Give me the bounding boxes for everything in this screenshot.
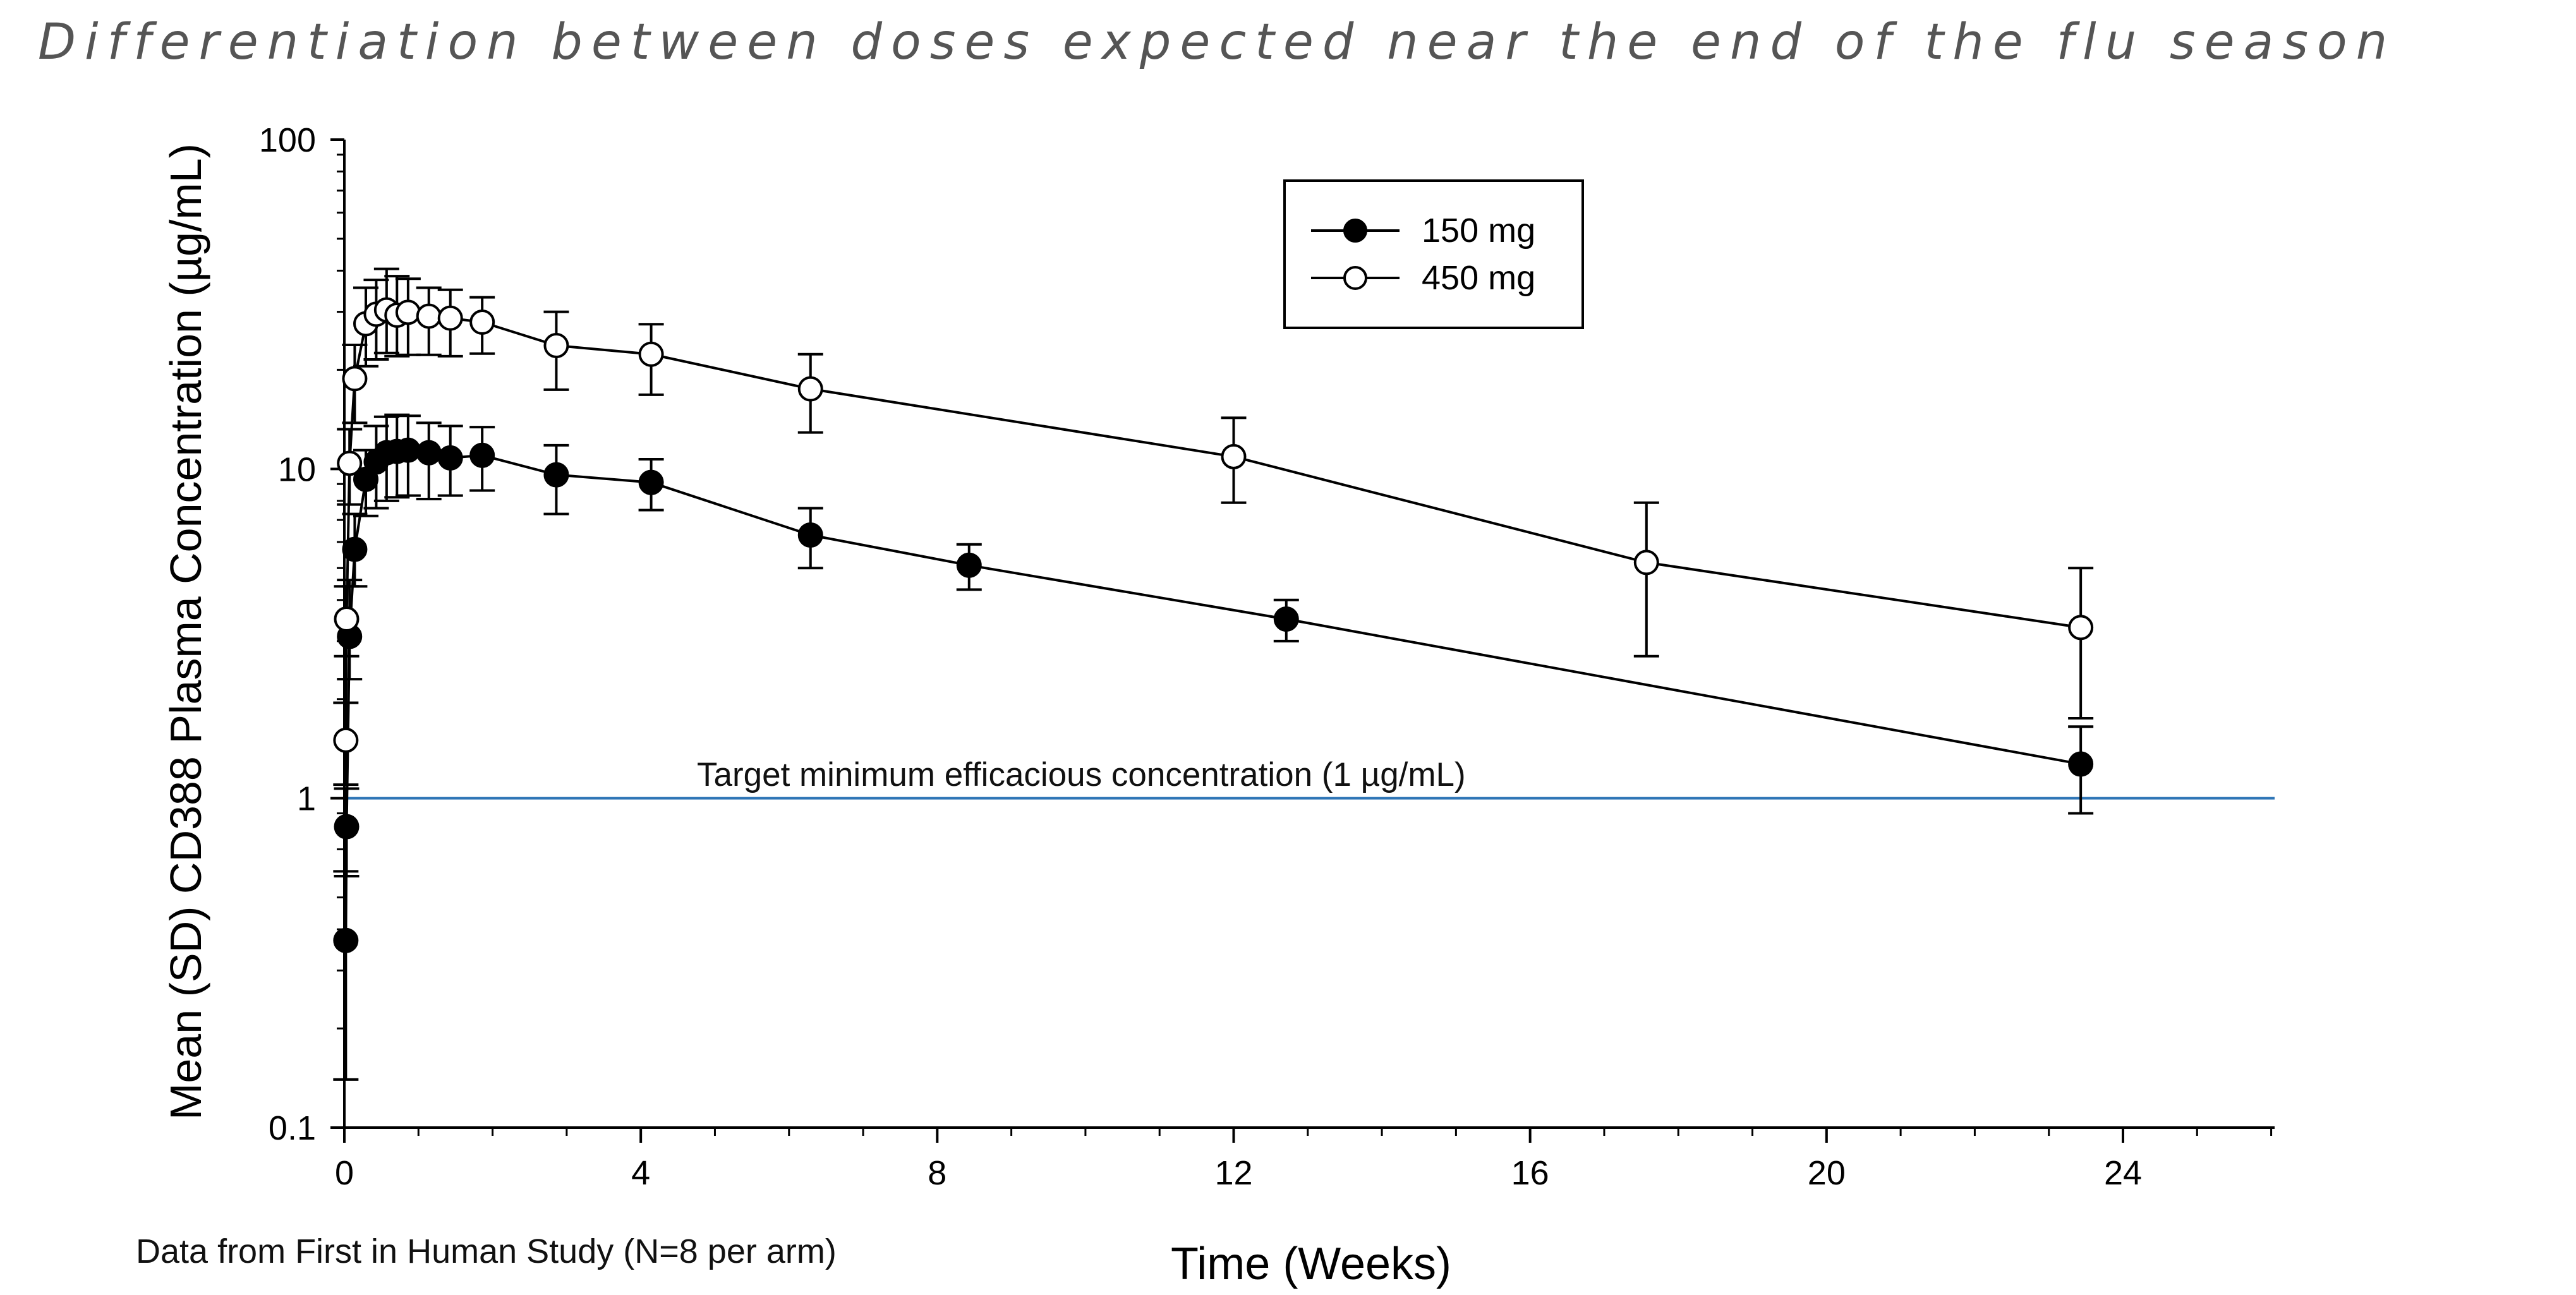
legend-box <box>1283 179 1584 329</box>
data-point-450mg <box>2068 615 2094 641</box>
y-tick-label: 10 <box>278 450 316 488</box>
x-tick-label: 0 <box>335 1154 354 1192</box>
data-point-150mg <box>956 552 982 578</box>
x-tick-label: 16 <box>1511 1154 1549 1192</box>
legend-label-150mg: 150 mg <box>1422 212 1535 250</box>
footnote: Data from First in Human Study (N=8 per … <box>136 1232 837 1270</box>
data-point-450mg <box>638 341 664 367</box>
data-point-150mg <box>395 437 421 463</box>
data-point-150mg <box>334 814 360 840</box>
x-axis-title: Time (Weeks) <box>1171 1239 1451 1289</box>
reference-line-label: Target minimum efficacious concentration… <box>697 756 1466 793</box>
series-450mg <box>333 267 2094 786</box>
data-point-450mg <box>416 303 442 329</box>
data-point-150mg <box>469 442 495 468</box>
x-tick-label: 4 <box>631 1154 650 1192</box>
data-point-150mg <box>333 927 359 953</box>
data-point-150mg <box>797 522 823 548</box>
data-point-150mg <box>2068 751 2094 777</box>
series-150mg <box>333 413 2094 1081</box>
series-line-150mg <box>344 449 2081 941</box>
data-point-450mg <box>1221 443 1247 469</box>
x-tick-label: 20 <box>1808 1154 1846 1192</box>
data-point-150mg <box>437 445 463 471</box>
data-point-150mg <box>543 462 569 488</box>
data-point-450mg <box>797 376 823 402</box>
data-point-450mg <box>334 606 360 632</box>
y-tick-label: 1 <box>297 780 316 818</box>
legend-label-450mg: 450 mg <box>1422 259 1535 297</box>
data-point-450mg <box>543 332 569 358</box>
legend-marker-150mg <box>1343 219 1367 243</box>
data-point-450mg <box>342 366 368 392</box>
legend: 150 mg 450 mg <box>1283 179 1584 329</box>
series-line-450mg <box>344 308 2081 740</box>
data-point-450mg <box>437 305 463 331</box>
legend-marker-450mg <box>1343 266 1367 290</box>
data-point-450mg <box>395 299 421 325</box>
x-tick-label: 12 <box>1214 1154 1252 1192</box>
data-point-450mg <box>1633 550 1659 575</box>
y-tick-label: 0.1 <box>269 1109 316 1147</box>
data-point-150mg <box>638 469 664 495</box>
x-tick-label: 24 <box>2104 1154 2142 1192</box>
x-tick-label: 8 <box>928 1154 946 1192</box>
data-point-150mg <box>416 440 442 466</box>
data-point-450mg <box>333 727 359 753</box>
data-point-150mg <box>1273 606 1299 632</box>
y-tick-label: 100 <box>259 121 316 159</box>
slide-title: Differentiation between doses expected n… <box>38 14 2397 71</box>
y-axis-title: Mean (SD) CD388 Plasma Concentration (µg… <box>161 143 210 1120</box>
data-point-450mg <box>337 450 363 476</box>
data-point-450mg <box>469 310 495 335</box>
